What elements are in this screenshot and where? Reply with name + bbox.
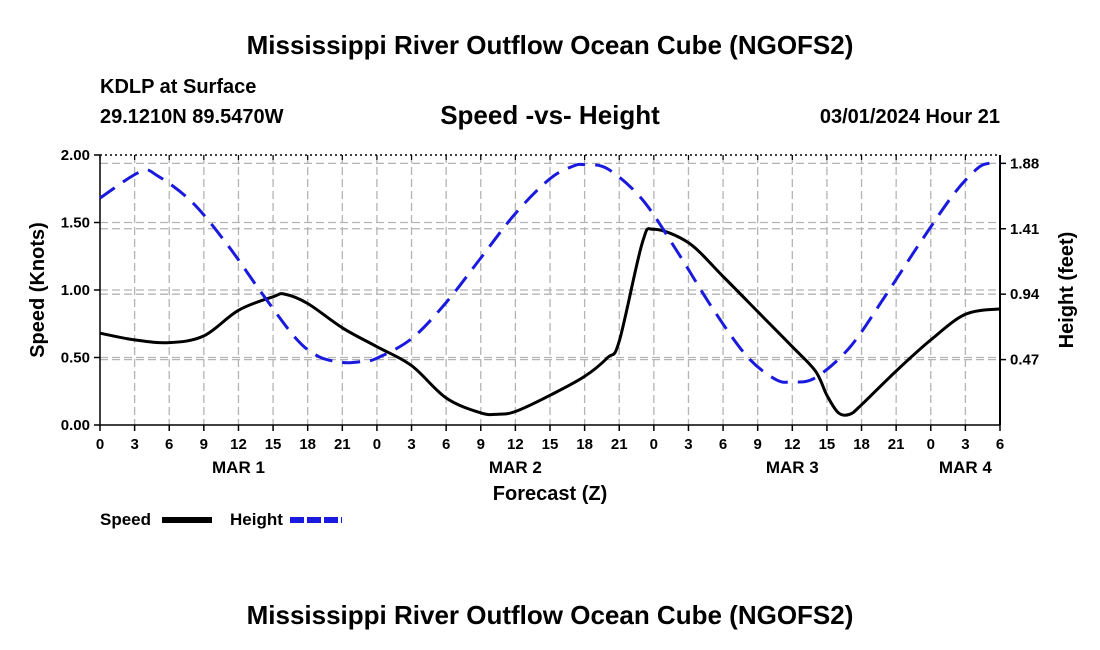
chart-subtitle: Speed -vs- Height [440, 100, 660, 130]
y-axis-title: Speed (Knots) [27, 222, 49, 358]
x-tick-label: 0 [927, 436, 935, 453]
forecast-datetime: 03/01/2024 Hour 21 [819, 106, 1000, 128]
y2-tick-label: 1.88 [1010, 155, 1039, 172]
x-tick-label: 6 [719, 436, 727, 453]
x-tick-label: 12 [507, 436, 524, 453]
y-tick-label: 1.00 [61, 282, 90, 299]
x-tick-label: 18 [853, 436, 870, 453]
x-tick-label: 3 [130, 436, 138, 453]
x-tick-label: 15 [265, 436, 282, 453]
x-tick-label: 9 [477, 436, 485, 453]
date-label: MAR 4 [939, 458, 992, 477]
x-tick-label: 0 [650, 436, 658, 453]
x-tick-label: 3 [961, 436, 969, 453]
station-label: KDLP at Surface [100, 76, 257, 98]
date-label: MAR 3 [766, 458, 819, 477]
x-tick-label: 0 [96, 436, 104, 453]
legend-height-label: Height [230, 510, 283, 529]
chart-main-title: Mississippi River Outflow Ocean Cube (NG… [246, 30, 854, 60]
x-tick-label: 9 [200, 436, 208, 453]
x-tick-label: 15 [819, 436, 836, 453]
date-label: MAR 2 [489, 458, 542, 477]
x-tick-label: 21 [334, 436, 351, 453]
y2-tick-label: 0.94 [1010, 286, 1040, 303]
y2-axis-title: Height (feet) [1056, 232, 1078, 349]
date-label: MAR 1 [212, 458, 265, 477]
x-tick-label: 6 [165, 436, 173, 453]
footer-title: Mississippi River Outflow Ocean Cube (NG… [246, 600, 854, 630]
y-tick-label: 1.50 [61, 215, 90, 232]
x-tick-label: 6 [442, 436, 450, 453]
x-tick-label: 12 [784, 436, 801, 453]
x-tick-label: 18 [576, 436, 593, 453]
legend-speed-label: Speed [100, 510, 151, 529]
y2-tick-label: 0.47 [1010, 352, 1039, 369]
y-tick-label: 0.00 [61, 417, 90, 434]
x-axis-title: Forecast (Z) [493, 483, 607, 505]
x-tick-label: 21 [611, 436, 628, 453]
x-tick-label: 12 [230, 436, 247, 453]
x-tick-label: 3 [684, 436, 692, 453]
y-tick-label: 2.00 [61, 147, 90, 164]
y-tick-label: 0.50 [61, 350, 90, 367]
x-tick-label: 18 [299, 436, 316, 453]
x-tick-label: 6 [996, 436, 1004, 453]
speed-series-line [99, 227, 1001, 417]
x-tick-label: 0 [373, 436, 381, 453]
x-tick-label: 21 [888, 436, 905, 453]
x-tick-label: 3 [407, 436, 415, 453]
x-tick-label: 9 [754, 436, 762, 453]
x-tick-label: 15 [542, 436, 559, 453]
y2-tick-label: 1.41 [1010, 221, 1039, 238]
height-series-line [99, 161, 1001, 384]
coordinates-label: 29.1210N 89.5470W [100, 106, 284, 128]
